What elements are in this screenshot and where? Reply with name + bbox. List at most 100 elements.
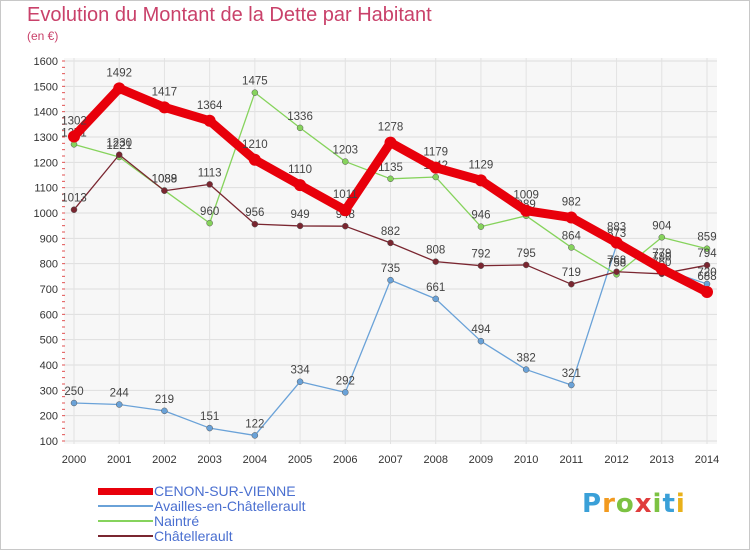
x-tick-label: 2014: [695, 454, 719, 466]
data-point: [568, 381, 575, 389]
data-label: 735: [381, 263, 400, 275]
data-label: 883: [607, 222, 626, 234]
y-tick-label: 300: [40, 385, 58, 397]
legend-label: CENON-SUR-VIENNE: [154, 483, 296, 499]
data-point: [296, 222, 304, 230]
data-label: 334: [290, 365, 310, 377]
data-point: [70, 206, 78, 213]
data-label: 1364: [197, 100, 223, 112]
y-tick-label: 1600: [34, 56, 58, 68]
data-point: [565, 211, 578, 224]
data-point: [568, 280, 575, 288]
data-label: 219: [155, 394, 174, 406]
legend-swatch: [98, 488, 153, 495]
data-label: 956: [245, 207, 264, 219]
legend-label: Châtellerault: [154, 528, 233, 544]
data-label: 1278: [378, 122, 404, 134]
y-tick-label: 1500: [34, 81, 58, 93]
data-label: 1179: [423, 147, 448, 159]
brand-letter: r: [602, 489, 616, 519]
data-label: 1492: [106, 67, 132, 79]
data-point: [161, 407, 168, 415]
data-label: 792: [471, 249, 490, 261]
data-label: 1110: [288, 164, 312, 176]
brand-letter: i: [675, 489, 686, 519]
legend-item: Châtellerault: [98, 528, 378, 544]
data-label: 859: [697, 232, 716, 244]
data-point: [68, 130, 80, 143]
data-label: 250: [64, 386, 83, 398]
data-point: [342, 389, 349, 396]
data-label: 946: [471, 210, 490, 222]
data-point: [613, 268, 620, 276]
x-tick-label: 2009: [469, 454, 493, 466]
data-point: [251, 220, 259, 228]
data-point: [703, 261, 711, 269]
data-point: [248, 153, 261, 166]
data-point: [432, 173, 439, 181]
data-label: 1475: [242, 76, 268, 88]
data-label: 1013: [61, 193, 87, 205]
data-label: 1089: [152, 173, 178, 185]
x-tick-label: 2002: [152, 454, 176, 466]
data-point: [206, 181, 213, 188]
data-point: [113, 82, 126, 95]
data-label: 382: [517, 353, 536, 365]
data-point: [115, 151, 123, 158]
data-point: [339, 204, 352, 217]
data-label: 768: [607, 255, 626, 267]
legend-swatch: [98, 535, 153, 537]
data-label: 720: [697, 267, 716, 279]
data-label: 1336: [287, 111, 313, 123]
data-label: 1203: [332, 145, 358, 157]
x-tick-label: 2013: [650, 454, 674, 466]
data-label: 1230: [106, 138, 132, 150]
x-tick-label: 2007: [378, 454, 402, 466]
data-point: [296, 378, 304, 385]
legend-swatch: [98, 505, 153, 507]
x-tick-label: 2006: [333, 454, 357, 466]
data-label: 794: [697, 248, 717, 260]
y-tick-label: 600: [40, 309, 58, 321]
data-point: [203, 114, 216, 127]
y-tick-label: 1100: [34, 183, 58, 195]
data-label: 949: [290, 209, 309, 221]
data-label: 960: [200, 206, 219, 218]
data-label: 1302: [61, 115, 87, 127]
y-tick-label: 900: [40, 233, 58, 245]
legend-item: Availles-en-Châtellerault: [98, 498, 378, 514]
data-point: [342, 222, 349, 230]
data-point: [206, 424, 213, 432]
y-tick-label: 1400: [34, 107, 58, 119]
x-tick-label: 2004: [243, 454, 267, 466]
data-label: 494: [471, 324, 491, 336]
chart-title: Evolution du Montant de la Dette par Hab…: [27, 4, 432, 26]
legend-item: CENON-SUR-VIENNE: [98, 483, 378, 499]
data-point: [658, 234, 666, 241]
data-label: 864: [562, 230, 582, 242]
y-tick-label: 1300: [34, 132, 58, 144]
data-point: [477, 262, 485, 269]
data-label: 779: [652, 248, 671, 260]
brand-letter: P: [582, 489, 603, 519]
data-label: 122: [245, 418, 264, 430]
data-label: 244: [110, 388, 130, 400]
data-point: [294, 179, 307, 192]
legend-swatch: [98, 520, 153, 522]
data-point: [70, 399, 78, 407]
data-label: 904: [652, 220, 672, 232]
y-tick-label: 200: [40, 411, 58, 423]
data-label: 661: [426, 282, 445, 294]
data-label: 780: [652, 252, 671, 264]
brand-letter: x: [634, 489, 653, 519]
data-point: [432, 258, 439, 265]
x-tick-label: 2005: [288, 454, 312, 466]
y-tick-label: 1000: [34, 208, 58, 220]
brand-logo: Proxiti: [582, 489, 686, 519]
data-label: 1011: [333, 189, 358, 201]
x-tick-label: 2003: [197, 454, 221, 466]
data-point: [251, 89, 259, 96]
x-tick-label: 2008: [423, 454, 447, 466]
brand-letter: o: [615, 489, 635, 519]
